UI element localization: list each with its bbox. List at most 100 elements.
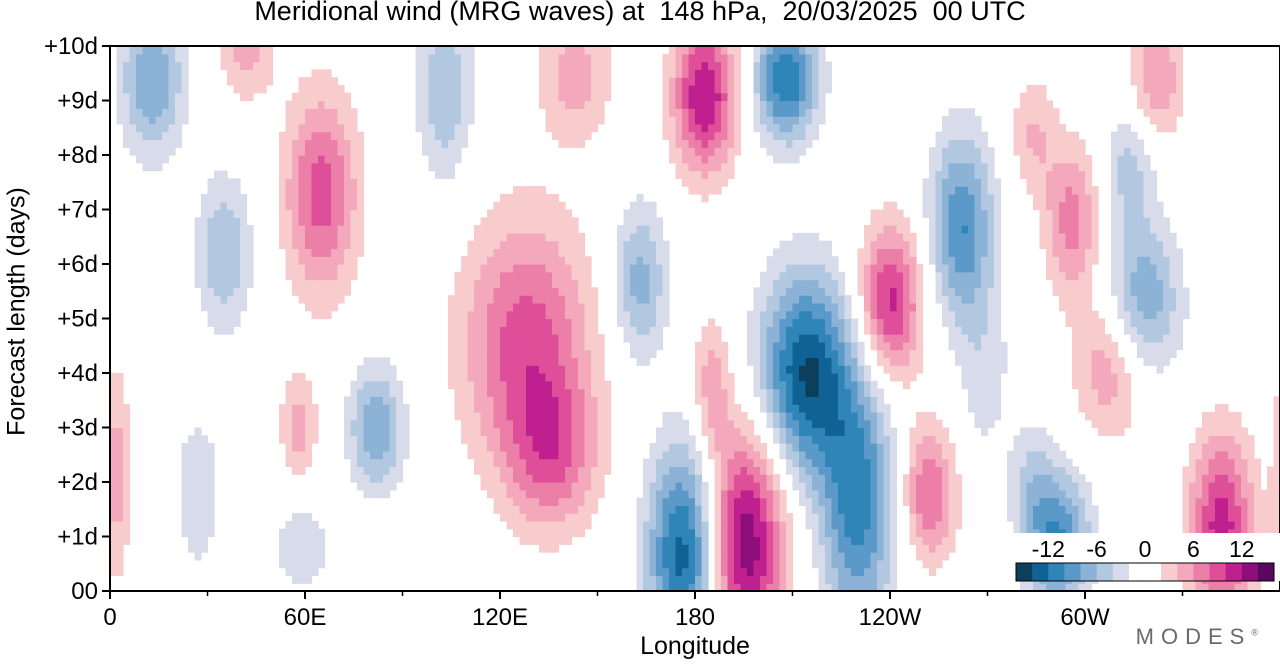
heatmap-cell [298,225,306,234]
heatmap-cell [857,505,865,514]
heatmap-cell [201,435,209,444]
heatmap-cell [571,373,579,382]
heatmap-cell [916,411,924,421]
heatmap-cell [857,559,865,569]
heatmap-cell [1091,225,1099,234]
heatmap-cell [357,450,365,460]
heatmap-cell [480,404,488,413]
heatmap-cell [487,466,495,475]
heatmap-cell [805,482,813,491]
heatmap-cell [792,380,800,390]
heatmap-cell [519,404,527,413]
heatmap-cell [708,131,716,141]
heatmap-cell [227,279,235,288]
heatmap-cell [1104,411,1112,421]
heatmap-cell [747,450,755,460]
heatmap-cell [987,201,995,211]
heatmap-cell [110,489,118,499]
heatmap-cell [396,404,404,413]
heatmap-cell [1111,411,1119,421]
heatmap-cell [207,201,215,211]
heatmap-cell [773,411,781,421]
heatmap-cell [903,349,911,359]
heatmap-cell [649,341,657,351]
heatmap-cell [1143,279,1151,288]
heatmap-cell [344,404,352,413]
heatmap-cell [838,435,846,444]
heatmap-cell [1078,217,1086,226]
heatmap-cell [344,186,352,195]
heatmap-cell [149,155,157,164]
heatmap-cell [1143,209,1151,218]
heatmap-cell [565,505,573,514]
heatmap-cell [389,458,397,468]
heatmap-cell [818,380,826,390]
heatmap-cell [448,365,456,374]
heatmap-cell [1143,201,1151,211]
heatmap-cell [350,162,358,172]
heatmap-cell [454,404,462,413]
heatmap-cell [201,232,209,242]
heatmap-cell [688,575,696,584]
heatmap-cell [896,302,904,312]
heatmap-cell [799,427,807,436]
heatmap-cell [857,271,865,281]
heatmap-cell [480,248,488,257]
heatmap-cell [799,139,807,148]
heatmap-cell [318,295,326,304]
heatmap-cell [981,178,989,187]
heatmap-cell [1124,326,1132,335]
heatmap-cell [584,497,592,506]
heatmap-cell [662,474,670,483]
heatmap-cell [714,489,722,499]
heatmap-cell [994,225,1002,234]
heatmap-cell [1111,201,1119,211]
heatmap-cell [929,513,937,522]
heatmap-cell [467,248,475,257]
heatmap-cell [558,505,566,514]
heatmap-cell [805,334,813,343]
heatmap-cell [194,450,202,460]
heatmap-cell [357,458,365,468]
heatmap-cell [285,528,293,538]
heatmap-cell [324,193,332,203]
heatmap-cell [298,443,306,452]
heatmap-cell [337,279,345,288]
heatmap-cell [331,170,339,179]
heatmap-cell [870,404,878,413]
heatmap-cell [545,217,553,226]
heatmap-cell [1208,528,1216,538]
heatmap-cell [714,419,722,429]
heatmap-cell [909,310,917,320]
heatmap-cell [883,341,891,351]
heatmap-cell [305,450,313,460]
heatmap-cell [961,178,969,187]
heatmap-cell [844,302,852,312]
heatmap-cell [877,505,885,514]
heatmap-cell [643,310,651,320]
heatmap-cell [857,474,865,483]
heatmap-cell [285,458,293,468]
heatmap-cell [558,217,566,226]
heatmap-cell [363,450,371,460]
heatmap-cell [662,302,670,312]
heatmap-cell [948,170,956,179]
heatmap-cell [363,404,371,413]
heatmap-cell [948,318,956,327]
heatmap-cell [318,264,326,273]
heatmap-cell [324,295,332,304]
heatmap-cell [747,310,755,320]
heatmap-cell [896,326,904,335]
heatmap-cell [584,271,592,281]
heatmap-cell [682,419,690,429]
heatmap-cell [539,396,547,405]
heatmap-cell [961,326,969,335]
heatmap-cell [1039,240,1047,250]
heatmap-cell [298,559,306,569]
heatmap-cell [747,513,755,522]
heatmap-cell [305,131,313,141]
heatmap-cell [578,419,586,429]
heatmap-cell [864,225,872,234]
heatmap-cell [812,520,820,530]
heatmap-cell [649,318,657,327]
